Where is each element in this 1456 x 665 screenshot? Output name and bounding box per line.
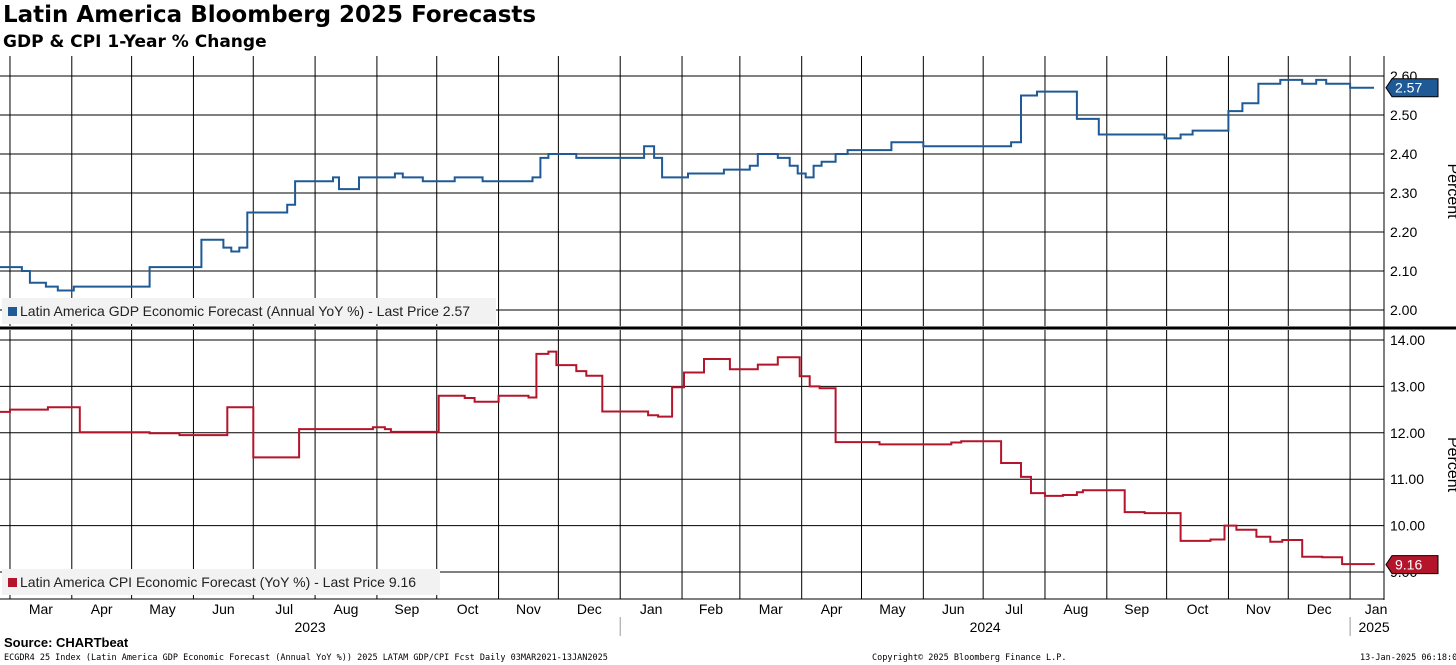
- y-tick-label: 2.30: [1390, 185, 1417, 201]
- legend-swatch: [8, 578, 17, 587]
- x-tick-month: Jan: [1365, 601, 1388, 617]
- x-tick-month: Oct: [457, 601, 479, 617]
- footer-copyright: Copyright© 2025 Bloomberg Finance L.P.: [872, 653, 1067, 663]
- x-tick-month: Jul: [1005, 601, 1023, 617]
- grid-lines: [0, 56, 1384, 599]
- legend-box: [2, 569, 440, 595]
- x-tick-month: May: [149, 601, 175, 617]
- x-tick-year: 2025: [1359, 619, 1390, 635]
- x-tick-year: 2023: [295, 619, 326, 635]
- last-price-label: 2.57: [1395, 80, 1422, 96]
- last-price-label: 9.16: [1395, 557, 1422, 573]
- x-tick-month: Nov: [516, 601, 541, 617]
- x-tick-month: Mar: [29, 601, 53, 617]
- y-tick-label: 14.00: [1390, 332, 1425, 348]
- x-tick-month: Nov: [1246, 601, 1271, 617]
- x-tick-month: Jul: [275, 601, 293, 617]
- x-tick-month: May: [879, 601, 905, 617]
- chart-title: Latin America Bloomberg 2025 Forecasts: [3, 2, 537, 28]
- y-tick-label: 10.00: [1390, 518, 1425, 534]
- x-tick-month: Feb: [699, 601, 723, 617]
- last-price-tag: [1385, 78, 1439, 98]
- legend-label: Latin America GDP Economic Forecast (Ann…: [20, 303, 470, 319]
- x-tick-month: Jan: [640, 601, 663, 617]
- y-tick-label: 11.00: [1390, 471, 1424, 487]
- x-tick-month: Apr: [91, 601, 113, 617]
- legend-swatch: [8, 307, 17, 316]
- footer-timestamp: 13-Jan-2025 06:18:02: [1360, 653, 1456, 663]
- y-tick-label: 12.00: [1390, 425, 1425, 441]
- x-tick-month: Jun: [942, 601, 965, 617]
- x-tick-month: Sep: [1124, 601, 1149, 617]
- last-price-tag: [1385, 555, 1439, 575]
- y-axis-title: Percent: [1444, 163, 1456, 219]
- x-tick-month: Dec: [1307, 601, 1332, 617]
- x-tick-month: Jun: [212, 601, 235, 617]
- y-axis-title: Percent: [1444, 437, 1456, 493]
- legend-box: [2, 298, 496, 324]
- x-tick-month: Aug: [334, 601, 359, 617]
- y-tick-label: 2.50: [1390, 107, 1417, 123]
- y-tick-label: 2.00: [1390, 302, 1417, 318]
- chart-subtitle: GDP & CPI 1-Year % Change: [3, 32, 267, 52]
- x-tick-month: Apr: [821, 601, 843, 617]
- x-tick-month: Sep: [394, 601, 419, 617]
- cpi-series-line: [0, 350, 1375, 566]
- y-tick-label: 13.00: [1390, 378, 1425, 394]
- x-tick-month: Oct: [1187, 601, 1209, 617]
- x-tick-year: 2024: [970, 619, 1001, 635]
- legend-label: Latin America CPI Economic Forecast (YoY…: [20, 574, 416, 590]
- footer-left: ECGDR4 25 Index (Latin America GDP Econo…: [4, 653, 608, 663]
- y-tick-label: 2.40: [1390, 146, 1417, 162]
- x-tick-month: Dec: [577, 601, 602, 617]
- gdp-series-line: [0, 78, 1374, 292]
- x-tick-month: Mar: [759, 601, 783, 617]
- y-tick-label: 2.20: [1390, 224, 1417, 240]
- y-tick-label: 2.10: [1390, 263, 1417, 279]
- x-tick-month: Aug: [1063, 601, 1088, 617]
- source-note: Source: CHARTbeat: [4, 635, 129, 650]
